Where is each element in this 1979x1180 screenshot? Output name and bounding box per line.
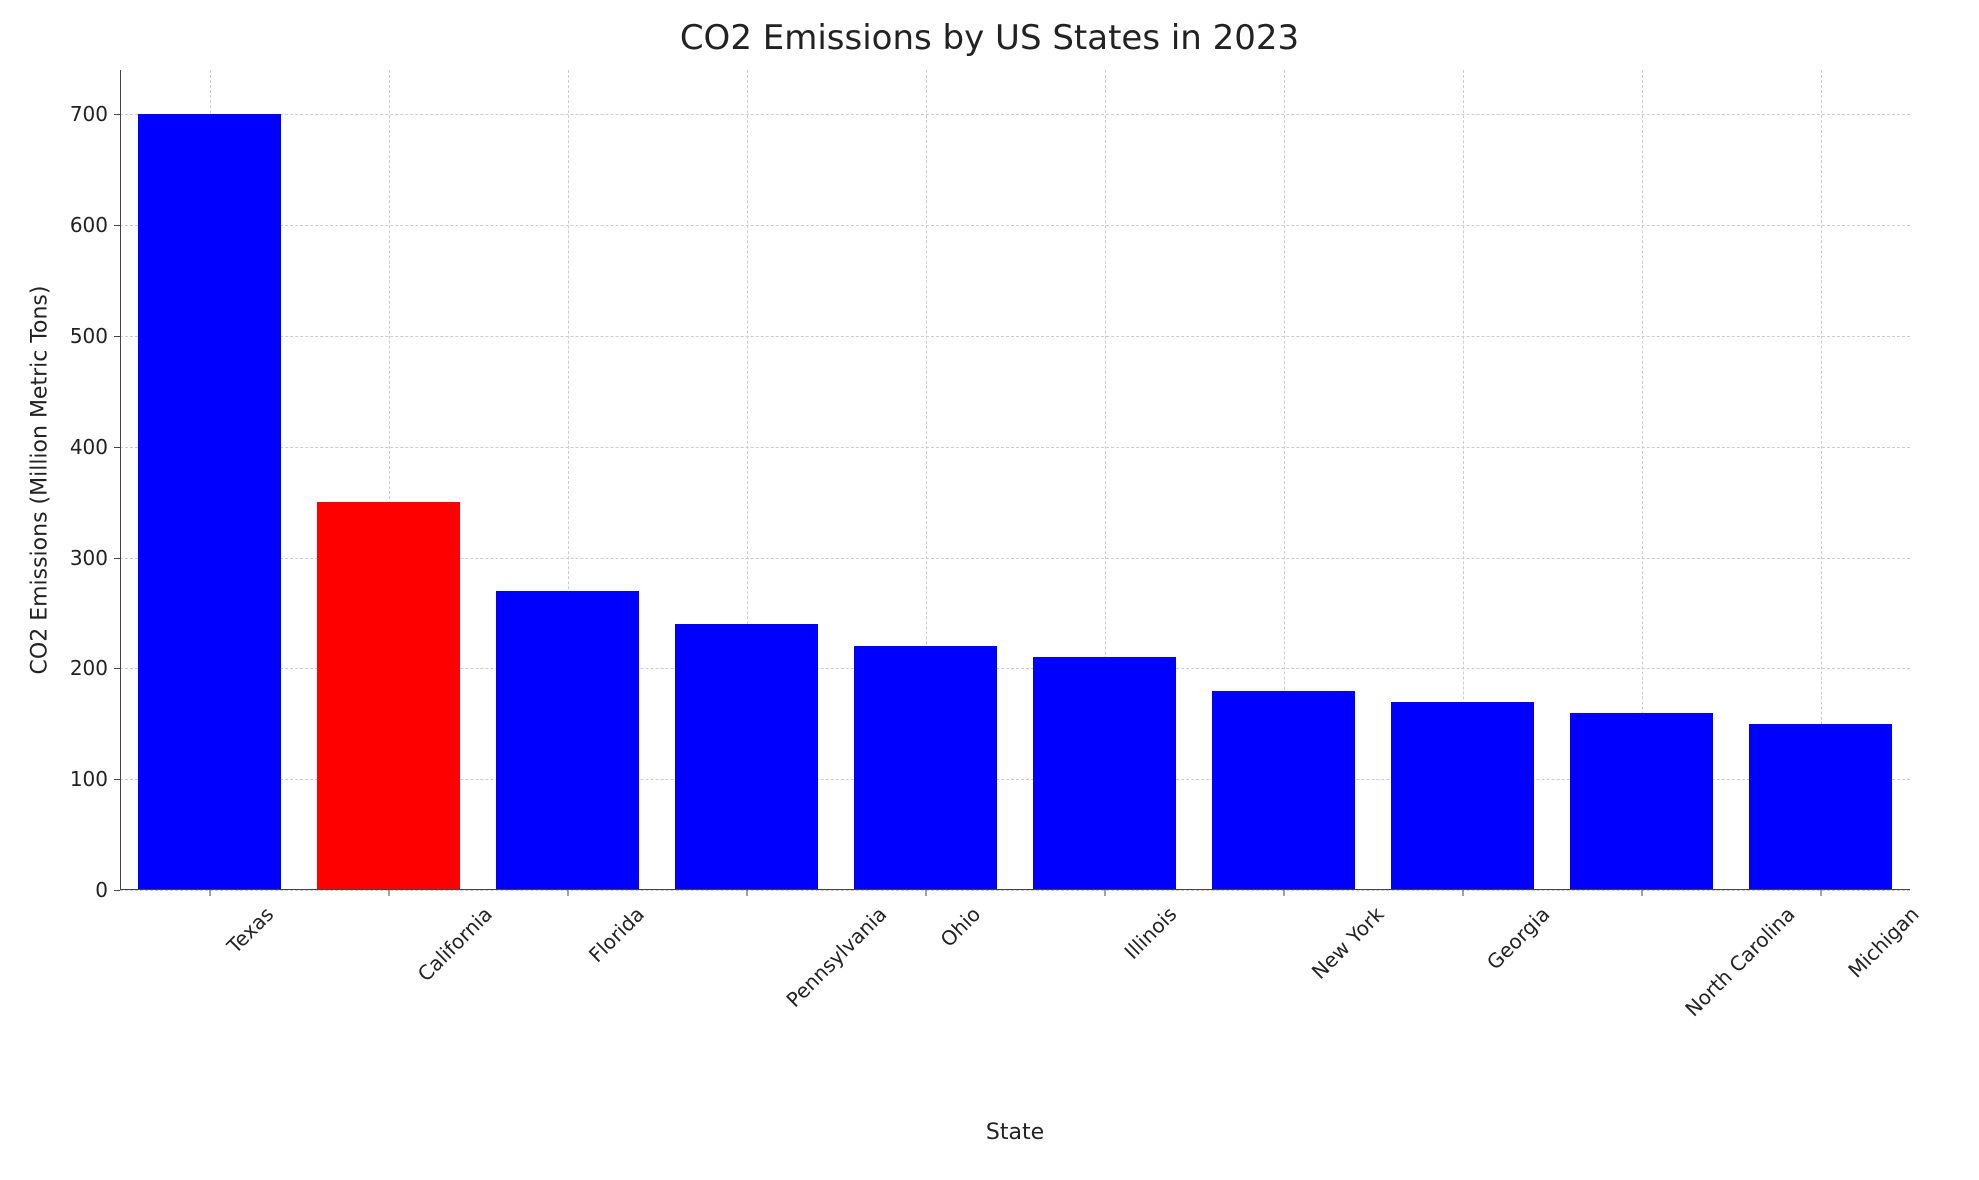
- y-tick-label: 500: [70, 324, 120, 348]
- x-axis-label: State: [986, 1120, 1044, 1145]
- x-tick-mark: [567, 890, 568, 896]
- x-tick-label: Georgia: [1481, 902, 1553, 974]
- x-tick-mark: [925, 890, 926, 896]
- y-tick-label: 0: [95, 878, 120, 902]
- x-tick-mark: [1820, 890, 1821, 896]
- y-tick-label: 200: [70, 656, 120, 680]
- x-tick-mark: [388, 890, 389, 896]
- spine-bottom: [120, 889, 1910, 890]
- bar: [1033, 657, 1176, 890]
- y-tick-label: 400: [70, 435, 120, 459]
- x-tick-label: Illinois: [1119, 902, 1181, 964]
- x-tick-mark: [1641, 890, 1642, 896]
- x-tick-label: Michigan: [1843, 902, 1923, 982]
- chart-title: CO2 Emissions by US States in 2023: [0, 18, 1979, 58]
- bar: [1212, 691, 1355, 890]
- x-tick-label: New York: [1306, 902, 1388, 984]
- bar: [317, 502, 460, 890]
- x-tick-label: California: [412, 902, 496, 986]
- y-axis-label: CO2 Emissions (Million Metric Tons): [28, 286, 53, 675]
- plot-area: 0100200300400500600700TexasCaliforniaFlo…: [120, 70, 1910, 890]
- bar: [1391, 702, 1534, 890]
- bar: [854, 646, 997, 890]
- x-tick-label: Pennsylvania: [781, 902, 891, 1012]
- spine-left: [120, 70, 121, 890]
- y-tick-label: 600: [70, 213, 120, 237]
- bar: [496, 591, 639, 890]
- bar: [675, 624, 818, 890]
- bar: [138, 114, 281, 890]
- y-tick-label: 100: [70, 767, 120, 791]
- x-tick-mark: [209, 890, 210, 896]
- x-tick-mark: [1462, 890, 1463, 896]
- bar: [1570, 713, 1713, 890]
- y-tick-label: 300: [70, 546, 120, 570]
- x-tick-label: Florida: [583, 902, 648, 967]
- y-tick-label: 700: [70, 102, 120, 126]
- x-tick-label: Ohio: [935, 902, 985, 952]
- x-tick-label: North Carolina: [1680, 902, 1799, 1021]
- bar: [1749, 724, 1892, 890]
- x-tick-label: Texas: [222, 902, 278, 958]
- x-tick-mark: [746, 890, 747, 896]
- x-tick-mark: [1283, 890, 1284, 896]
- x-tick-mark: [1104, 890, 1105, 896]
